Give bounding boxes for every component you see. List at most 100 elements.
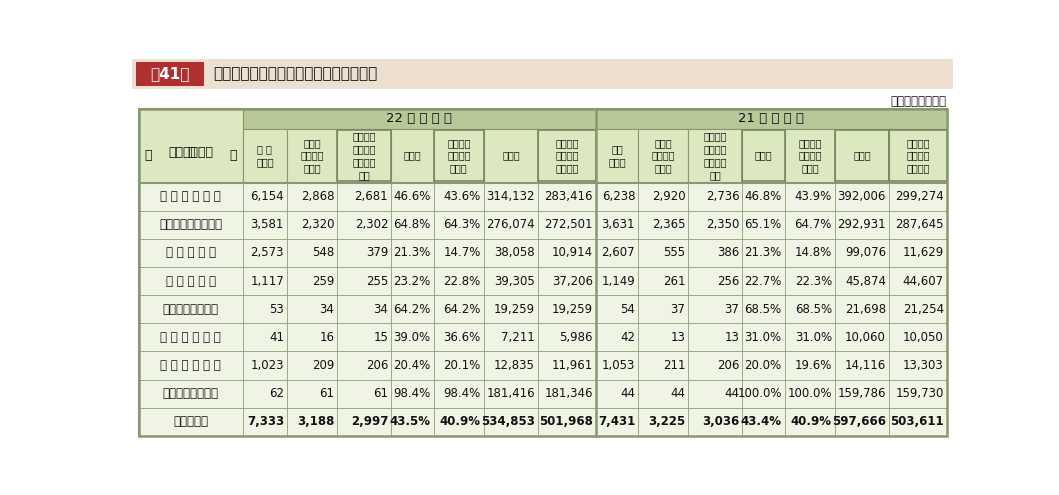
Text: 6,154: 6,154 <box>250 190 284 203</box>
Text: 261: 261 <box>663 275 685 288</box>
Bar <box>243 129 287 183</box>
Bar <box>337 183 391 211</box>
Bar <box>484 239 538 267</box>
Text: 構成比: 構成比 <box>403 150 421 161</box>
Text: 3,631: 3,631 <box>602 218 635 231</box>
Text: 255: 255 <box>366 275 389 288</box>
Bar <box>287 129 337 183</box>
Bar <box>287 380 337 408</box>
Text: 534,853: 534,853 <box>481 415 535 428</box>
Text: 2,736: 2,736 <box>705 190 739 203</box>
Bar <box>337 267 391 295</box>
Bar <box>337 211 391 239</box>
Text: 地 方 三 公 社: 地 方 三 公 社 <box>165 275 216 288</box>
Text: 259: 259 <box>311 275 335 288</box>
Text: 地 方 道 路 公 社: 地 方 道 路 公 社 <box>160 331 221 344</box>
Text: 283,416: 283,416 <box>544 190 593 203</box>
Bar <box>639 267 688 295</box>
Bar <box>434 380 484 408</box>
Text: 34: 34 <box>320 303 335 316</box>
Bar <box>596 129 639 183</box>
Text: 44: 44 <box>621 387 635 400</box>
Text: 40.9%: 40.9% <box>439 415 481 428</box>
Bar <box>596 408 639 436</box>
Bar <box>391 380 434 408</box>
Bar <box>889 239 947 267</box>
Bar <box>785 239 834 267</box>
Text: 64.3%: 64.3% <box>444 218 481 231</box>
Text: 構成比: 構成比 <box>755 150 772 161</box>
Text: 21.3%: 21.3% <box>744 247 782 259</box>
Bar <box>287 323 337 351</box>
Bar <box>889 211 947 239</box>
Bar <box>742 183 785 211</box>
Text: 272,501: 272,501 <box>544 218 593 231</box>
Bar <box>889 351 947 380</box>
Bar <box>889 323 947 351</box>
Bar <box>484 267 538 295</box>
Bar <box>889 183 947 211</box>
Text: 区　　　　分: 区 分 <box>168 147 213 159</box>
Bar <box>834 211 889 239</box>
Bar <box>243 323 287 351</box>
Bar <box>139 239 243 267</box>
Text: 100.0%: 100.0% <box>788 387 832 400</box>
Bar <box>243 351 287 380</box>
Bar <box>434 211 484 239</box>
Bar <box>889 380 947 408</box>
Text: 555: 555 <box>663 247 685 259</box>
Text: 7,211: 7,211 <box>501 331 535 344</box>
Bar <box>538 239 596 267</box>
Text: 42: 42 <box>621 331 635 344</box>
Bar <box>434 295 484 323</box>
Bar <box>596 211 639 239</box>
Text: 39.0%: 39.0% <box>394 331 431 344</box>
Bar <box>538 211 596 239</box>
Text: 分: 分 <box>229 149 236 162</box>
Text: 第41表: 第41表 <box>150 66 190 82</box>
Text: 45,874: 45,874 <box>845 275 886 288</box>
Bar <box>484 129 538 183</box>
Text: 7,333: 7,333 <box>247 415 284 428</box>
Bar <box>139 408 243 436</box>
Bar <box>639 211 688 239</box>
Bar <box>639 183 688 211</box>
Text: 21,254: 21,254 <box>902 303 944 316</box>
Text: 43.9%: 43.9% <box>794 190 832 203</box>
Text: 19,259: 19,259 <box>493 303 535 316</box>
Text: （単位　百万円）: （単位 百万円） <box>891 95 946 108</box>
Text: 11,961: 11,961 <box>552 359 593 372</box>
Bar <box>137 62 204 86</box>
Text: 40.9%: 40.9% <box>791 415 832 428</box>
Bar <box>639 295 688 323</box>
Text: 64.2%: 64.2% <box>444 303 481 316</box>
Text: 21.3%: 21.3% <box>393 247 431 259</box>
Bar <box>484 323 538 351</box>
Bar <box>742 323 785 351</box>
Text: 地方公共団体からの補助金交付額の状況: 地方公共団体からの補助金交付額の状況 <box>214 66 378 82</box>
Text: 22 年 度 調 査: 22 年 度 調 査 <box>387 112 452 125</box>
Text: 20.0%: 20.0% <box>744 359 782 372</box>
Bar <box>337 239 391 267</box>
Bar <box>596 295 639 323</box>
Bar <box>139 380 243 408</box>
Bar <box>834 129 889 183</box>
Text: 補助金
交付該当
法人数: 補助金 交付該当 法人数 <box>301 138 324 173</box>
Bar <box>889 295 947 323</box>
Text: 19.6%: 19.6% <box>794 359 832 372</box>
Text: 64.7%: 64.7% <box>794 218 832 231</box>
Text: 2,607: 2,607 <box>602 247 635 259</box>
Text: 44: 44 <box>724 387 739 400</box>
Bar <box>538 129 596 183</box>
Text: 地方住宅供給公社: 地方住宅供給公社 <box>163 303 218 316</box>
Bar <box>287 295 337 323</box>
Bar <box>688 211 742 239</box>
Bar <box>596 109 947 129</box>
Bar <box>785 211 834 239</box>
Text: 98.4%: 98.4% <box>393 387 431 400</box>
Text: 1,149: 1,149 <box>602 275 635 288</box>
Text: 区: 区 <box>145 149 152 162</box>
Text: 経常収益
計上法人
構成比: 経常収益 計上法人 構成比 <box>447 138 470 173</box>
Text: 経常収益
へ計上し
ている額: 経常収益 へ計上し ている額 <box>555 138 578 173</box>
Bar <box>434 323 484 351</box>
